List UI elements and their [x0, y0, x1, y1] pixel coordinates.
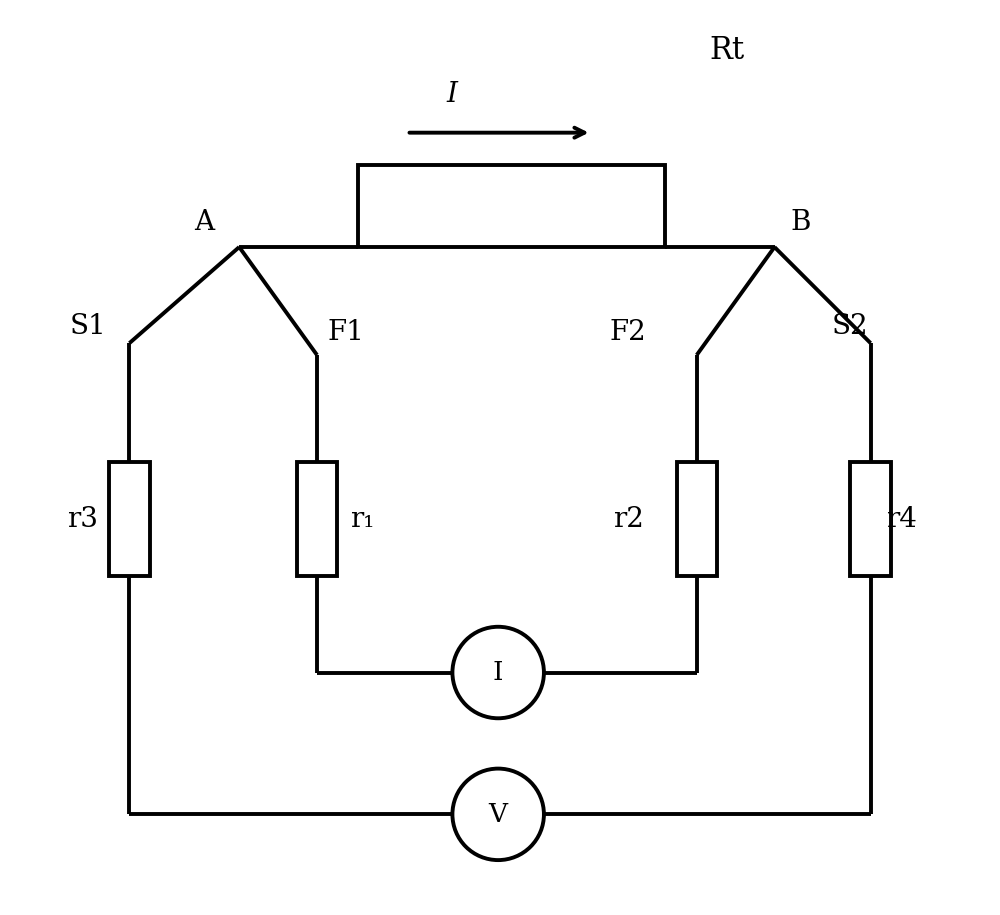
Bar	[677, 462, 717, 576]
Text: I: I	[447, 81, 458, 108]
Bar	[297, 462, 337, 576]
Bar	[850, 462, 891, 576]
Text: S1: S1	[70, 313, 107, 340]
Text: F2: F2	[610, 318, 646, 346]
Circle shape	[452, 627, 544, 718]
Text: A: A	[194, 209, 215, 236]
Bar	[109, 462, 150, 576]
Circle shape	[452, 769, 544, 860]
Text: r3: r3	[67, 506, 97, 533]
Text: V: V	[489, 802, 508, 827]
Text: r4: r4	[886, 506, 917, 533]
Bar	[358, 165, 665, 247]
Text: S2: S2	[831, 313, 868, 340]
Text: r2: r2	[613, 506, 644, 533]
Text: I: I	[493, 660, 503, 685]
Text: Rt: Rt	[709, 35, 744, 66]
Text: r₁: r₁	[350, 506, 374, 533]
Text: F1: F1	[328, 318, 365, 346]
Text: B: B	[790, 209, 811, 236]
